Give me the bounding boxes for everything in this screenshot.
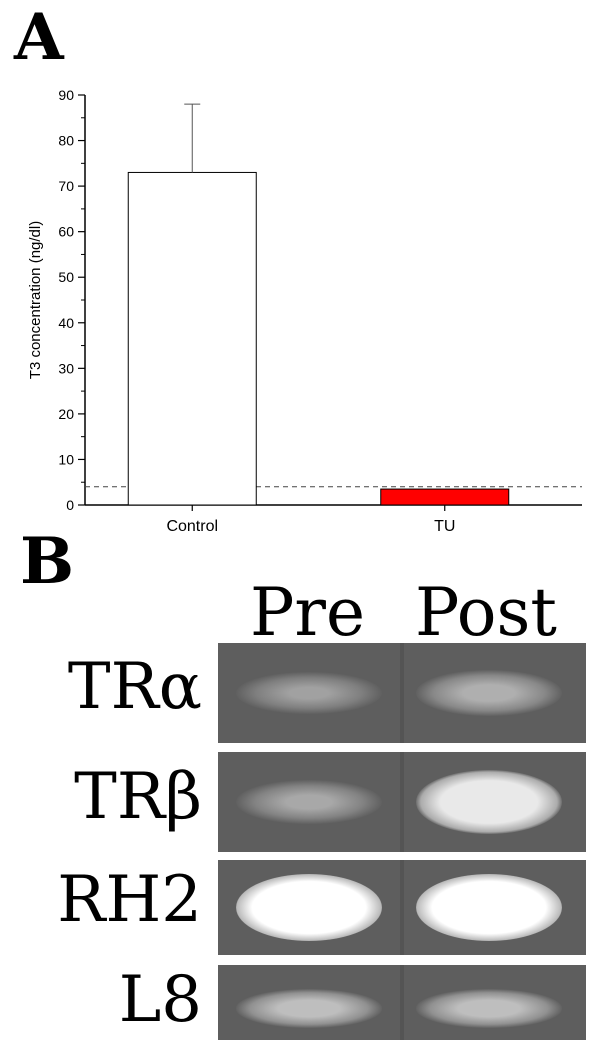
band-post <box>416 874 562 941</box>
panel-b-label: B <box>20 524 75 599</box>
y-tick-label: 90 <box>58 87 74 103</box>
y-tick-label: 80 <box>58 133 74 149</box>
lane-separator <box>400 643 404 743</box>
y-tick-label: 30 <box>58 360 74 376</box>
band-pre <box>236 671 382 715</box>
band-pre <box>236 989 382 1028</box>
gene-label-3: L8 <box>118 963 202 1037</box>
x-tick-label-tu: TU <box>434 518 455 535</box>
gel-row-0 <box>218 643 586 743</box>
panel-a-label: A <box>14 0 64 75</box>
gene-label-0: TRα <box>67 650 202 724</box>
y-tick-label: 10 <box>58 451 74 467</box>
band-pre <box>236 874 382 941</box>
bar-tu <box>380 488 510 506</box>
chart-bars <box>127 103 510 506</box>
band-pre <box>236 779 382 825</box>
band-post <box>416 989 562 1028</box>
gel-row-1 <box>218 752 586 852</box>
lane-label-post: Post <box>415 574 557 651</box>
y-axis-title: T3 concentration (ng/dl) <box>27 221 44 379</box>
bar-control <box>127 171 257 506</box>
t3-bar-chart: 0 10 20 30 40 50 60 70 80 90 Control TU T3 concentr… <box>27 87 582 535</box>
gel-row-2 <box>218 860 586 955</box>
y-tick-label: 50 <box>58 269 74 285</box>
lane-separator <box>400 860 404 955</box>
x-tick-label-control: Control <box>166 518 218 535</box>
y-tick-label: 40 <box>58 315 74 331</box>
y-tick-label: 70 <box>58 178 74 194</box>
y-tick-label: 0 <box>66 497 74 513</box>
lane-separator <box>400 965 404 1040</box>
lane-label-pre: Pre <box>250 574 366 651</box>
band-post <box>416 669 562 717</box>
band-post <box>416 770 562 834</box>
gel-row-3 <box>218 965 586 1040</box>
y-tick-label: 20 <box>58 406 74 422</box>
lane-separator <box>400 752 404 852</box>
y-tick-label: 60 <box>58 224 74 240</box>
gene-label-2: RH2 <box>57 863 202 937</box>
gene-label-1: TRβ <box>74 760 202 834</box>
